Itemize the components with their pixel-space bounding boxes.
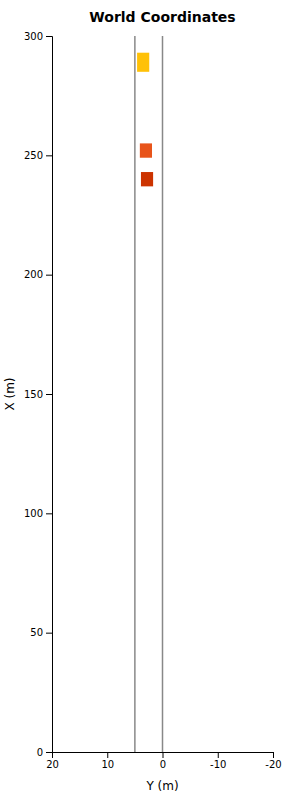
vehicle — [140, 143, 152, 157]
y-tick-mark — [46, 275, 52, 276]
x-axis: 20 10 0 -10 -20 — [46, 752, 282, 770]
y-tick-label: 300 — [24, 31, 43, 42]
x-tick: -20 — [265, 752, 281, 770]
plot: 20100-10-20050100150200250300 — [24, 31, 282, 770]
x-tick-label: -20 — [265, 759, 281, 770]
y-tick-mark — [46, 633, 52, 634]
y-tick-mark — [46, 36, 52, 37]
x-axis-line — [53, 753, 274, 759]
x-tick: 10 — [101, 752, 114, 770]
x-tick: 20 — [46, 752, 59, 770]
title: World Coordinates — [89, 9, 235, 25]
y-axis: 0 50 100 150 200 250 300 — [24, 31, 53, 758]
y-tick-label: 50 — [30, 627, 43, 638]
lane-boundary — [134, 36, 136, 752]
y-axis-line — [46, 37, 53, 753]
vehicle — [137, 53, 149, 72]
y-tick-label: 150 — [24, 389, 43, 400]
x-tick: -10 — [210, 752, 226, 770]
x-tick-label: -10 — [210, 759, 226, 770]
y-tick: 250 — [24, 150, 52, 161]
y-tick-label: 100 — [24, 508, 43, 519]
y-tick-label: 250 — [24, 150, 43, 161]
x-tick-mark — [107, 752, 108, 758]
x-tick-mark — [163, 752, 164, 758]
y-axis-title: X (m) — [3, 377, 17, 410]
y-tick: 0 — [37, 747, 52, 758]
y-tick: 100 — [24, 508, 52, 519]
y-tick-mark — [46, 394, 52, 395]
chart: 20100-10-20050100150200250300World Coord… — [0, 0, 289, 800]
y-tick: 300 — [24, 31, 52, 42]
y-tick-mark — [46, 155, 52, 156]
x-axis-title: Y (m) — [145, 779, 178, 793]
y-tick-mark — [46, 752, 52, 753]
vehicle — [141, 172, 153, 186]
y-tick-label: 0 — [37, 747, 43, 758]
x-tick-label: 10 — [101, 759, 114, 770]
lane-boundary — [162, 36, 164, 752]
y-tick-label: 200 — [24, 269, 43, 280]
x-tick-label: 20 — [46, 759, 59, 770]
x-tick: 0 — [160, 752, 166, 770]
y-tick: 50 — [30, 627, 52, 638]
x-tick-mark — [218, 752, 219, 758]
x-tick-mark — [273, 752, 274, 758]
y-tick: 200 — [24, 269, 52, 280]
y-tick-mark — [46, 513, 52, 514]
y-tick: 150 — [24, 389, 52, 400]
marks — [135, 36, 163, 752]
x-tick-label: 0 — [160, 759, 166, 770]
